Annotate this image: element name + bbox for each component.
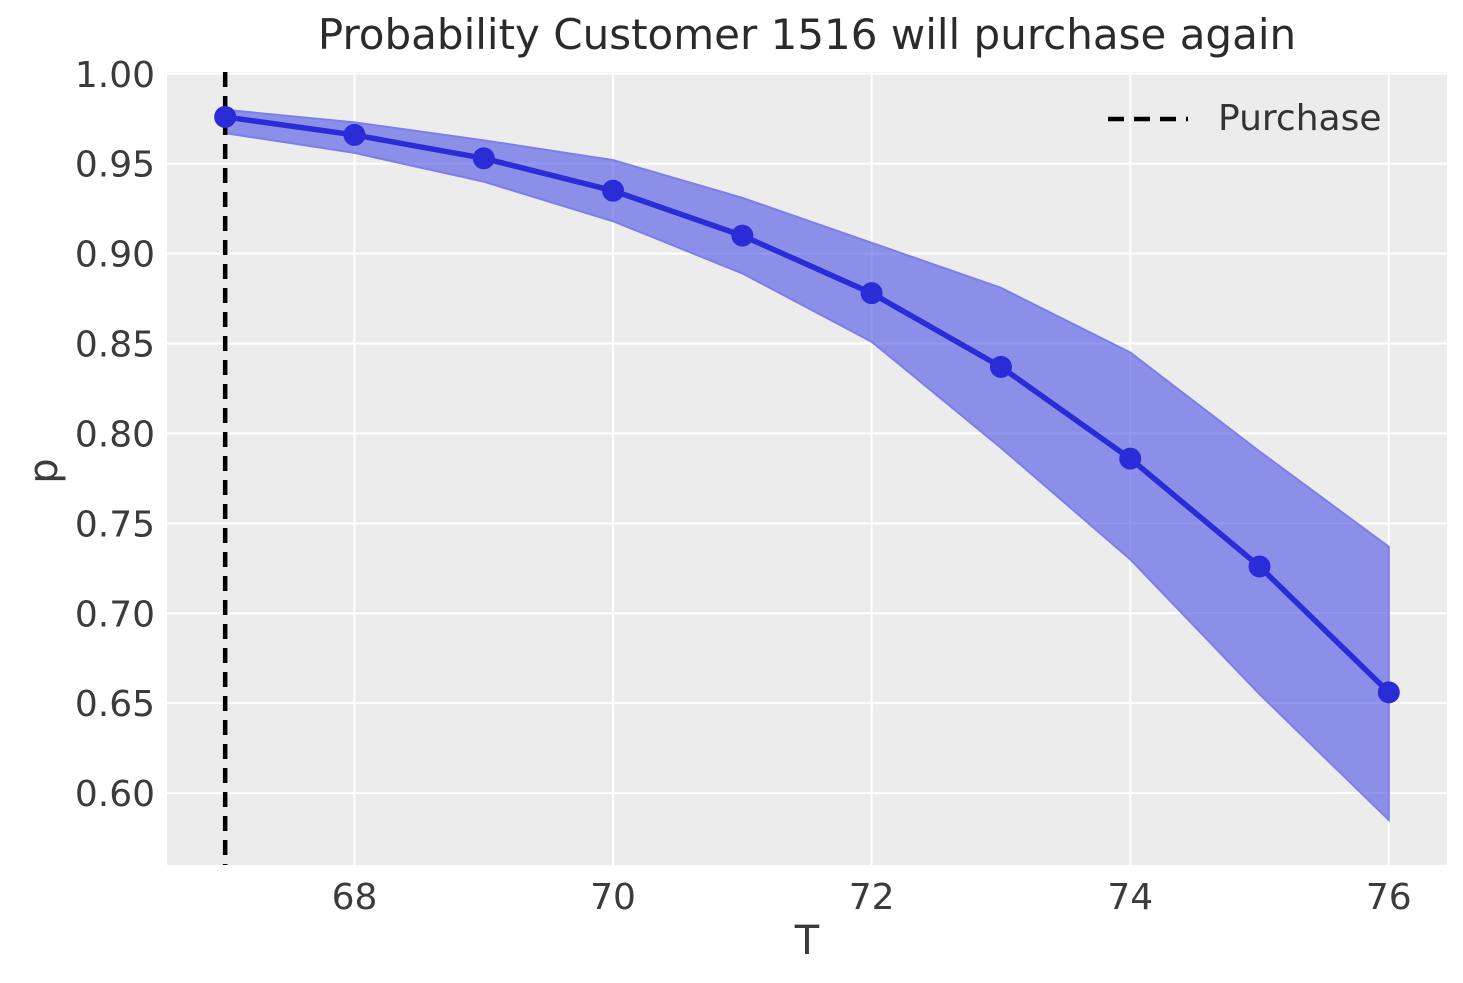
x-tick-label: 68 [332,877,378,918]
x-tick-label: 76 [1366,877,1412,918]
legend-label-purchase: Purchase [1218,98,1382,139]
y-axis-label: p [21,458,67,484]
y-tick-label: 0.85 [75,325,155,366]
y-tick-label: 0.60 [75,774,155,815]
data-point-marker [472,147,495,170]
data-point-marker [731,224,754,247]
x-tick-label: 72 [849,877,895,918]
y-tick-label: 0.90 [75,235,155,276]
x-tick-label: 74 [1107,877,1153,918]
x-tick-label: 70 [590,877,636,918]
data-point-marker [1248,555,1271,578]
probability-line [222,114,1392,696]
legend-dash-icon [1108,116,1188,121]
legend: Purchase [1106,98,1381,139]
y-tick-label: 0.75 [75,504,155,545]
y-tick-label: 0.65 [75,684,155,725]
data-point-marker [1119,447,1142,470]
data-point-marker [214,105,237,128]
data-point-marker [1377,681,1400,704]
y-tick-label: 0.95 [75,145,155,186]
chart-title: Probability Customer 1516 will purchase … [317,10,1297,59]
data-point-marker [989,355,1012,378]
confidence-band [224,108,1390,823]
data-point-marker [860,282,883,305]
data-point-marker [602,179,625,202]
y-tick-label: 0.80 [75,414,155,455]
y-tick-label: 0.70 [75,594,155,635]
y-tick-label: 1.00 [75,55,155,96]
data-point-marker [343,123,366,146]
x-axis-label: T [794,918,820,964]
